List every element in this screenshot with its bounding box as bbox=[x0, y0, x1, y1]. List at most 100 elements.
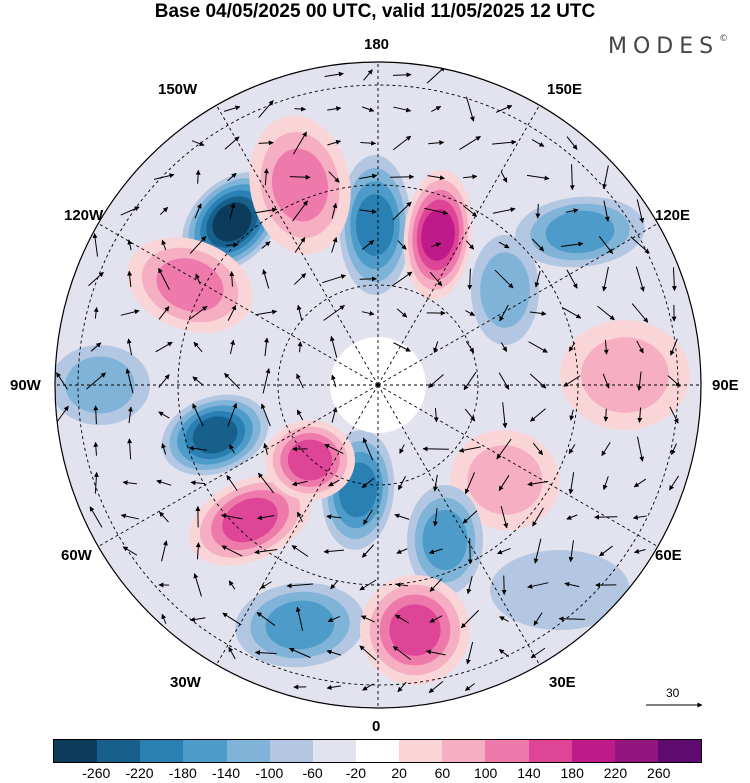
wind-arrow bbox=[492, 207, 516, 214]
colorbar-swatch bbox=[442, 740, 486, 762]
wind-arrow bbox=[564, 581, 580, 588]
wind-arrow bbox=[526, 174, 550, 181]
meridian-line bbox=[91, 384, 379, 551]
colorbar-swatch bbox=[140, 740, 184, 762]
wind-arrow bbox=[326, 649, 342, 656]
lon-label-120w: 120W bbox=[64, 207, 104, 224]
wind-arrow bbox=[326, 684, 341, 690]
wind-arrow bbox=[397, 240, 407, 250]
colorbar-tick-label: -100 bbox=[255, 765, 284, 781]
wind-arrow bbox=[260, 403, 271, 427]
wind-arrow bbox=[428, 548, 443, 555]
wind-arrow bbox=[467, 268, 473, 290]
meridian-line bbox=[377, 384, 544, 672]
wind-arrow bbox=[295, 606, 304, 631]
anomaly-contour bbox=[212, 202, 252, 242]
wind-arrow bbox=[602, 266, 609, 292]
wind-arrow bbox=[532, 507, 544, 527]
wind-arrow bbox=[636, 371, 642, 391]
wind-arrow bbox=[297, 341, 303, 353]
colorbar-swatch bbox=[571, 740, 615, 762]
wind-arrow bbox=[225, 242, 239, 248]
wind-arrow bbox=[602, 476, 609, 491]
wind-arrow bbox=[631, 303, 649, 323]
wind-arrow bbox=[192, 403, 204, 427]
colorbar-swatch bbox=[97, 740, 141, 762]
wind-arrow bbox=[671, 443, 677, 456]
wind-arrow bbox=[533, 538, 542, 564]
wind-arrow bbox=[286, 583, 313, 589]
wind-arrow bbox=[465, 641, 474, 665]
wind-arrow bbox=[127, 239, 133, 251]
wind-arrow bbox=[532, 442, 544, 456]
anomaly-contour bbox=[467, 445, 543, 515]
colorbar bbox=[53, 739, 702, 763]
wind-arrow bbox=[189, 617, 206, 622]
wind-arrow bbox=[224, 136, 240, 150]
wind-arrow bbox=[465, 341, 475, 354]
wind-arrow bbox=[327, 139, 342, 146]
wind-arrow bbox=[497, 547, 511, 555]
wind-arrow bbox=[293, 273, 307, 285]
wind-arrow bbox=[636, 340, 644, 354]
vector-scale-label: 30 bbox=[666, 686, 680, 700]
wind-arrow bbox=[221, 545, 243, 557]
wind-arrow bbox=[322, 274, 347, 284]
wind-arrow bbox=[566, 136, 578, 150]
wind-arrow bbox=[155, 341, 173, 353]
wind-arrow bbox=[195, 169, 201, 184]
colorbar-tick-label: -220 bbox=[125, 765, 154, 781]
wind-arrow bbox=[398, 476, 406, 491]
wind-arrow bbox=[92, 232, 99, 257]
wind-arrow bbox=[668, 475, 680, 491]
wind-arrow bbox=[158, 374, 170, 388]
wind-arrow bbox=[256, 612, 276, 626]
wind-arrow bbox=[535, 203, 541, 219]
wind-arrow bbox=[466, 576, 473, 595]
wind-arrow bbox=[427, 175, 445, 181]
colorbar-swatch bbox=[312, 740, 356, 762]
modes-logo: MODES© bbox=[608, 34, 728, 59]
wind-arrow bbox=[89, 506, 103, 528]
wind-arrow bbox=[500, 171, 508, 183]
wind-arrow bbox=[188, 305, 208, 321]
wind-arrow bbox=[159, 207, 169, 215]
wind-arrow bbox=[156, 479, 172, 486]
wind-arrow bbox=[670, 338, 678, 356]
wind-arrow bbox=[636, 199, 645, 224]
colorbar-swatch bbox=[657, 740, 702, 762]
wind-arrow bbox=[392, 135, 412, 151]
wind-arrow bbox=[229, 202, 236, 220]
wind-arrow bbox=[558, 616, 585, 622]
lon-label-0: 0 bbox=[372, 718, 381, 735]
wind-arrow bbox=[633, 478, 647, 488]
wind-arrow bbox=[597, 305, 615, 321]
wind-arrow bbox=[361, 477, 375, 489]
lon-label-150e: 150E bbox=[547, 81, 583, 98]
wind-arrow bbox=[323, 305, 345, 321]
wind-arrow bbox=[328, 171, 340, 183]
wind-arrow bbox=[392, 645, 412, 661]
wind-arrow bbox=[465, 310, 475, 316]
wind-arrow bbox=[326, 514, 342, 520]
wind-arrow bbox=[394, 513, 410, 520]
wind-arrow bbox=[360, 140, 377, 146]
wind-arrow bbox=[294, 106, 307, 112]
wind-arrow bbox=[361, 310, 375, 316]
wind-arrow bbox=[229, 444, 235, 454]
wind-arrow bbox=[86, 372, 106, 390]
wind-arrow bbox=[397, 681, 407, 693]
wind-arrow bbox=[362, 437, 374, 461]
wind-arrow bbox=[258, 100, 274, 118]
wind-arrow bbox=[226, 474, 238, 491]
wind-arrow bbox=[194, 203, 202, 219]
wind-arrow bbox=[227, 304, 237, 321]
colorbar-swatch bbox=[614, 740, 658, 762]
wind-arrow bbox=[603, 339, 609, 355]
colorbar-swatch bbox=[485, 740, 529, 762]
wind-arrow bbox=[297, 511, 303, 523]
wind-arrow bbox=[464, 683, 475, 691]
wind-arrow bbox=[429, 615, 443, 623]
brand-mark: © bbox=[719, 34, 729, 44]
